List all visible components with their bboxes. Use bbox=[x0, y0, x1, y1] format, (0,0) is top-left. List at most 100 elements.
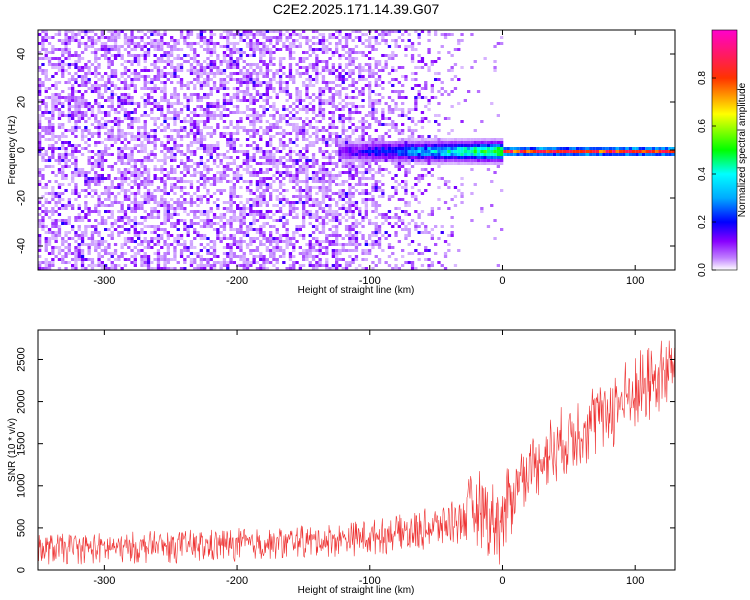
heatmap-cell bbox=[57, 267, 62, 270]
heatmap-cell bbox=[41, 36, 45, 39]
heatmap-cell bbox=[229, 141, 233, 144]
heatmap-cell bbox=[348, 249, 352, 252]
heatmap-cell bbox=[377, 237, 382, 240]
heatmap-cell bbox=[156, 201, 161, 204]
heatmap-cell bbox=[282, 42, 286, 45]
heatmap-cell bbox=[38, 117, 42, 120]
heatmap-cell bbox=[173, 102, 177, 105]
heatmap-cell bbox=[77, 171, 81, 174]
heatmap-cell bbox=[67, 249, 71, 252]
heatmap-cell bbox=[315, 216, 319, 219]
heatmap-cell bbox=[354, 219, 359, 222]
heatmap-cell bbox=[305, 177, 309, 180]
heatmap-cell bbox=[338, 195, 342, 198]
heatmap-cell bbox=[51, 213, 55, 216]
heatmap-cell bbox=[285, 153, 289, 156]
heatmap-cell bbox=[64, 36, 68, 39]
heatmap-cell bbox=[196, 69, 200, 72]
heatmap-cell bbox=[351, 147, 355, 150]
heatmap-cell bbox=[341, 129, 345, 132]
heatmap-cell bbox=[239, 117, 243, 120]
heatmap-cell bbox=[57, 114, 62, 117]
heatmap-cell bbox=[156, 168, 161, 171]
heatmap-cell bbox=[97, 141, 101, 144]
heatmap-cell bbox=[104, 192, 108, 195]
heatmap-cell bbox=[348, 144, 352, 147]
heatmap-cell bbox=[325, 195, 329, 198]
heatmap-cell bbox=[84, 72, 88, 75]
heatmap-cell bbox=[407, 111, 411, 114]
heatmap-cell bbox=[285, 90, 289, 93]
heatmap-cell bbox=[315, 261, 319, 264]
heatmap-cell bbox=[298, 186, 302, 189]
heatmap-cell bbox=[183, 210, 187, 213]
heatmap-cell bbox=[338, 243, 342, 246]
heatmap-cell bbox=[305, 150, 309, 153]
heatmap-cell bbox=[384, 213, 388, 216]
heatmap-cell bbox=[265, 30, 269, 33]
heatmap-cell bbox=[206, 84, 210, 87]
heatmap-cell bbox=[117, 192, 121, 195]
heatmap-cell bbox=[143, 168, 147, 171]
heatmap-cell bbox=[173, 90, 177, 93]
heatmap-cell bbox=[51, 75, 55, 78]
heatmap-cell bbox=[127, 219, 131, 222]
heatmap-cell bbox=[351, 123, 355, 126]
heatmap-cell bbox=[57, 159, 62, 162]
heatmap-cell bbox=[170, 159, 174, 162]
heatmap-cell bbox=[321, 39, 326, 42]
heatmap-cell bbox=[381, 117, 385, 120]
heatmap-cell bbox=[51, 198, 55, 201]
heatmap-cell bbox=[377, 165, 382, 168]
heatmap-cell bbox=[275, 42, 279, 45]
heatmap-cell bbox=[199, 144, 203, 147]
heatmap-cell bbox=[397, 156, 401, 159]
heatmap-cell bbox=[173, 111, 177, 114]
heatmap-cell bbox=[133, 165, 137, 168]
heatmap-cell bbox=[397, 183, 401, 186]
heatmap-cell bbox=[239, 81, 243, 84]
heatmap-cell bbox=[156, 78, 161, 81]
heatmap-cell bbox=[203, 123, 207, 126]
heatmap-cell bbox=[153, 243, 157, 246]
heatmap-cell bbox=[371, 102, 375, 105]
heatmap-cell bbox=[381, 159, 385, 162]
heatmap-cell bbox=[269, 186, 273, 189]
heatmap-cell bbox=[341, 183, 345, 186]
heatmap-cell bbox=[404, 204, 408, 207]
heatmap-cell bbox=[104, 114, 108, 117]
heatmap-cell bbox=[344, 93, 349, 96]
heatmap-cell bbox=[156, 255, 161, 258]
heatmap-cell bbox=[146, 96, 151, 99]
heatmap-cell bbox=[278, 87, 283, 90]
heatmap-cell bbox=[321, 93, 326, 96]
heatmap-cell bbox=[140, 243, 144, 246]
heatmap-cell bbox=[87, 258, 91, 261]
heatmap-cell bbox=[146, 168, 151, 171]
heatmap-cell bbox=[404, 153, 408, 156]
heatmap-cell bbox=[331, 69, 335, 72]
heatmap-cell bbox=[130, 174, 134, 177]
heatmap-cell bbox=[61, 249, 65, 252]
heatmap-cell bbox=[183, 42, 187, 45]
heatmap-cell bbox=[163, 90, 167, 93]
heatmap-cell bbox=[38, 114, 42, 117]
heatmap-cell bbox=[242, 66, 246, 69]
heatmap-cell bbox=[226, 222, 230, 225]
heatmap-cell bbox=[57, 228, 62, 231]
heatmap-cell bbox=[311, 51, 316, 54]
heatmap-cell bbox=[41, 39, 45, 42]
heatmap-cell bbox=[219, 81, 223, 84]
heatmap-cell bbox=[179, 234, 184, 237]
heatmap-cell bbox=[84, 225, 88, 228]
heatmap-cell bbox=[64, 81, 68, 84]
heatmap-cell bbox=[156, 39, 161, 42]
heatmap-cell bbox=[166, 135, 170, 138]
heatmap-cell bbox=[305, 186, 309, 189]
heatmap-cell bbox=[229, 30, 233, 33]
heatmap-cell bbox=[249, 54, 253, 57]
heatmap-cell bbox=[311, 267, 316, 270]
heatmap-cell bbox=[318, 231, 322, 234]
heatmap-cell bbox=[97, 123, 101, 126]
heatmap-cell bbox=[275, 231, 279, 234]
